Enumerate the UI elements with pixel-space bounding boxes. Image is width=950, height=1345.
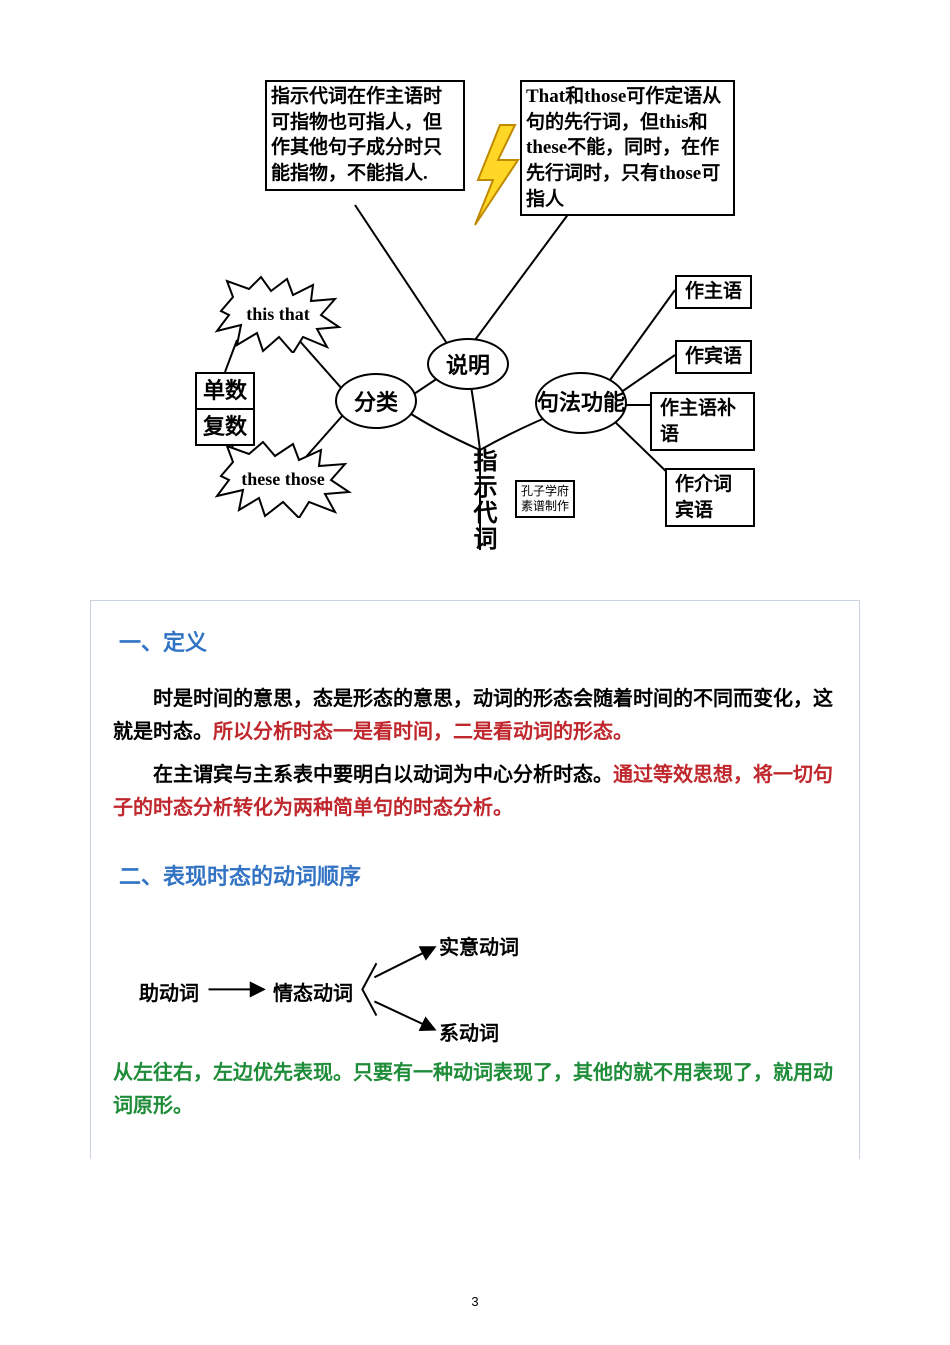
- starburst-these-those: these those: [213, 440, 353, 518]
- flow-aux: 助动词: [139, 977, 199, 1006]
- starburst-this-that: this that: [213, 275, 343, 353]
- starburst-these-those-label: these those: [241, 469, 325, 490]
- role-object: 作宾语: [675, 340, 752, 374]
- note-box-left: 指示代词在作主语时可指物也可指人，但作其他句子成分时只能指物，不能指人.: [265, 80, 465, 191]
- role-prep-object: 作介词宾语: [665, 468, 755, 527]
- credit-box: 孔子学府 素谱制作: [515, 480, 575, 518]
- role-subject-complement: 作主语补语: [650, 392, 755, 451]
- flow-lexical: 实意动词: [439, 931, 519, 960]
- page-number: 3: [0, 1294, 950, 1309]
- root-label: 指示代词: [465, 448, 500, 552]
- section2-rule: 从左往右，左边优先表现。只要有一种动词表现了，其他的就不用表现了，就用动词原形。: [113, 1057, 837, 1123]
- text-panel: 一、定义 时是时间的意思，态是形态的意思，动词的形态会随着时间的不同而变化，这就…: [90, 600, 860, 1159]
- section1-para1: 时是时间的意思，态是形态的意思，动词的形态会随着时间的不同而变化，这就是时态。所…: [113, 683, 837, 749]
- starburst-this-that-label: this that: [246, 304, 310, 325]
- label-plural: 复数: [195, 408, 255, 446]
- node-classification: 分类: [335, 373, 417, 429]
- flow-linking: 系动词: [439, 1017, 499, 1046]
- section1-para2: 在主谓宾与主系表中要明白以动词为中心分析时态。通过等效思想，将一切句子的时态分析…: [113, 759, 837, 825]
- flow-modal: 情态动词: [273, 977, 353, 1006]
- label-singular: 单数: [195, 372, 255, 410]
- section1-title: 一、定义: [119, 625, 837, 657]
- role-subject: 作主语: [675, 275, 752, 309]
- demonstrative-pronoun-diagram: 指示代词在作主语时可指物也可指人，但作其他句子成分时只能指物，不能指人. Tha…: [195, 80, 755, 570]
- page-root: 指示代词在作主语时可指物也可指人，但作其他句子成分时只能指物，不能指人. Tha…: [0, 0, 950, 1345]
- note-box-right: That和those可作定语从句的先行词，但this和 these不能，同时，在…: [520, 80, 735, 216]
- node-explain: 说明: [427, 338, 509, 390]
- section2-title: 二、表现时态的动词顺序: [119, 859, 837, 891]
- node-syntax-function: 句法功能: [535, 372, 627, 434]
- verb-order-flow: 助动词 情态动词 实意动词 系动词: [113, 917, 837, 1047]
